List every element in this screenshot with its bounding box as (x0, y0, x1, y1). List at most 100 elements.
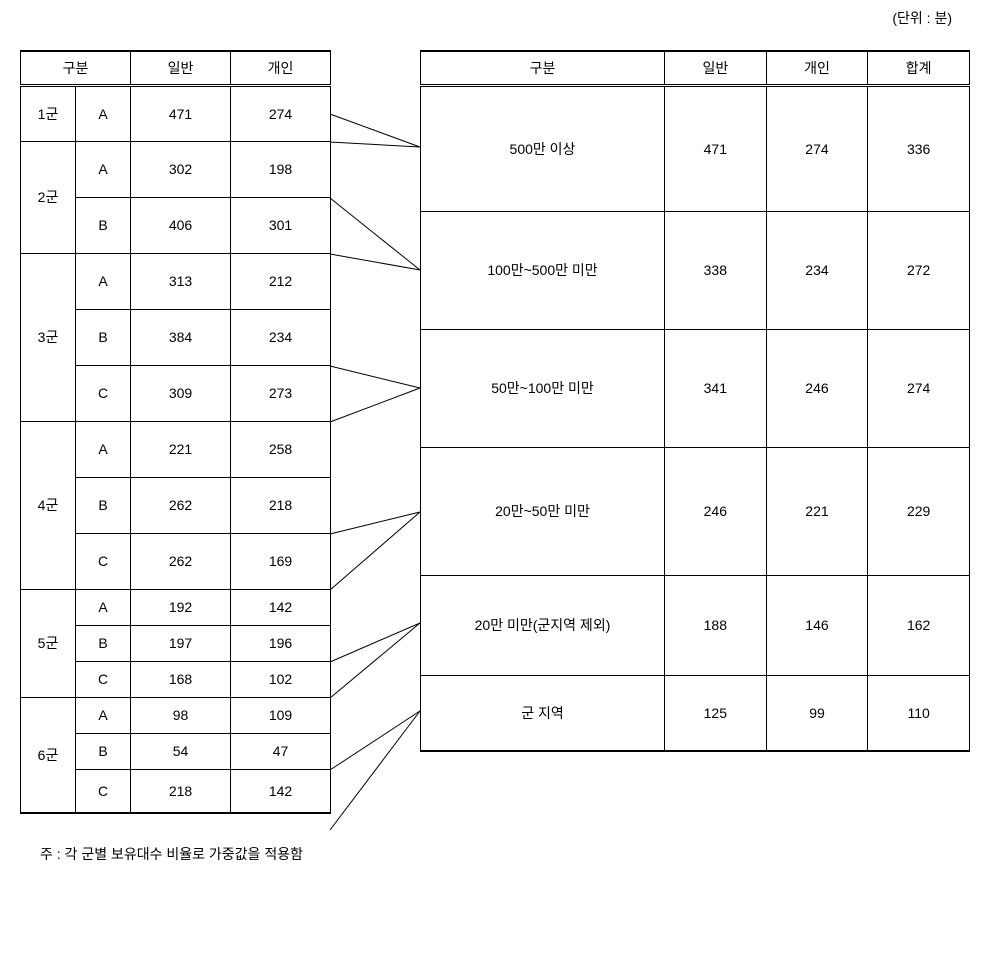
right-cell-sum: 274 (868, 329, 970, 447)
connector-line (330, 711, 420, 830)
left-cell-gen: 54 (131, 733, 231, 769)
table-row: 1군A471274 (21, 85, 331, 141)
left-cell-sub: A (76, 141, 131, 197)
table-row: 20만~50만 미만246221229 (421, 447, 970, 575)
connector-line (330, 388, 420, 422)
left-cell-gen: 221 (131, 421, 231, 477)
right-cell-gen: 341 (665, 329, 767, 447)
left-cell-group: 2군 (21, 141, 76, 253)
right-table: 구분 일반 개인 합계 500만 이상471274336100만~500만 미만… (420, 50, 970, 752)
left-cell-gen: 262 (131, 533, 231, 589)
left-cell-sub: A (76, 589, 131, 625)
connector-line (330, 623, 420, 698)
left-cell-ind: 102 (231, 661, 331, 697)
left-cell-sub: B (76, 309, 131, 365)
left-cell-sub: A (76, 421, 131, 477)
right-table-body: 500만 이상471274336100만~500만 미만33823427250만… (421, 85, 970, 751)
left-cell-group: 5군 (21, 589, 76, 697)
right-cell-gen: 338 (665, 211, 767, 329)
right-header-row: 구분 일반 개인 합계 (421, 51, 970, 85)
left-table: 구분 일반 개인 1군A4712742군A302198B4063013군A313… (20, 50, 331, 814)
table-row: 군 지역12599110 (421, 675, 970, 751)
right-cell-sum: 110 (868, 675, 970, 751)
left-header-gen: 일반 (131, 51, 231, 85)
left-cell-gen: 192 (131, 589, 231, 625)
connector-line (330, 711, 420, 770)
right-cell-ind: 234 (766, 211, 868, 329)
left-cell-gen: 384 (131, 309, 231, 365)
left-cell-ind: 47 (231, 733, 331, 769)
left-cell-gen: 471 (131, 85, 231, 141)
table-row: 3군A313212 (21, 253, 331, 309)
left-cell-sub: B (76, 733, 131, 769)
right-header-ind: 개인 (766, 51, 868, 85)
left-cell-gen: 309 (131, 365, 231, 421)
left-cell-ind: 142 (231, 769, 331, 813)
left-cell-sub: B (76, 625, 131, 661)
right-cell-ind: 146 (766, 575, 868, 675)
left-header-ind: 개인 (231, 51, 331, 85)
connector-line (330, 198, 420, 270)
left-cell-ind: 142 (231, 589, 331, 625)
connector-line (330, 512, 420, 590)
left-cell-sub: C (76, 769, 131, 813)
left-table-wrap: 구분 일반 개인 1군A4712742군A302198B4063013군A313… (20, 50, 330, 814)
right-header-sum: 합계 (868, 51, 970, 85)
left-cell-ind: 274 (231, 85, 331, 141)
connector-line (330, 114, 420, 147)
left-header-gubun: 구분 (21, 51, 131, 85)
right-cell-label: 100만~500만 미만 (421, 211, 665, 329)
left-cell-ind: 212 (231, 253, 331, 309)
table-row: 20만 미만(군지역 제외)188146162 (421, 575, 970, 675)
left-cell-ind: 198 (231, 141, 331, 197)
left-header-row: 구분 일반 개인 (21, 51, 331, 85)
left-cell-gen: 98 (131, 697, 231, 733)
table-row: 2군A302198 (21, 141, 331, 197)
right-cell-ind: 274 (766, 85, 868, 211)
left-cell-sub: C (76, 661, 131, 697)
right-cell-gen: 471 (665, 85, 767, 211)
right-cell-sum: 229 (868, 447, 970, 575)
right-cell-sum: 272 (868, 211, 970, 329)
left-cell-sub: A (76, 697, 131, 733)
left-cell-gen: 197 (131, 625, 231, 661)
left-cell-ind: 169 (231, 533, 331, 589)
left-cell-sub: B (76, 477, 131, 533)
connector-line (330, 254, 420, 270)
left-cell-group: 6군 (21, 697, 76, 813)
left-cell-ind: 109 (231, 697, 331, 733)
left-cell-sub: A (76, 253, 131, 309)
left-cell-ind: 258 (231, 421, 331, 477)
unit-label: (단위 : 분) (892, 8, 952, 28)
table-row: 4군A221258 (21, 421, 331, 477)
left-cell-ind: 218 (231, 477, 331, 533)
connector-line (330, 142, 420, 147)
left-cell-ind: 301 (231, 197, 331, 253)
right-table-wrap: 구분 일반 개인 합계 500만 이상471274336100만~500만 미만… (420, 50, 970, 814)
left-cell-group: 3군 (21, 253, 76, 421)
connector-line (330, 512, 420, 534)
left-cell-ind: 273 (231, 365, 331, 421)
right-cell-label: 20만~50만 미만 (421, 447, 665, 575)
tables-container: 구분 일반 개인 1군A4712742군A302198B4063013군A313… (20, 50, 972, 814)
connector-line (330, 623, 420, 662)
table-row: 500만 이상471274336 (421, 85, 970, 211)
footnote: 주 : 각 군별 보유대수 비율로 가중값을 적용함 (40, 844, 972, 864)
left-cell-sub: A (76, 85, 131, 141)
left-cell-ind: 234 (231, 309, 331, 365)
left-table-body: 1군A4712742군A302198B4063013군A313212B38423… (21, 85, 331, 813)
left-cell-gen: 218 (131, 769, 231, 813)
right-header-gubun: 구분 (421, 51, 665, 85)
right-cell-ind: 246 (766, 329, 868, 447)
table-row: 100만~500만 미만338234272 (421, 211, 970, 329)
left-cell-group: 1군 (21, 85, 76, 141)
right-cell-gen: 125 (665, 675, 767, 751)
left-cell-sub: C (76, 533, 131, 589)
right-cell-label: 20만 미만(군지역 제외) (421, 575, 665, 675)
right-cell-sum: 336 (868, 85, 970, 211)
right-cell-label: 50만~100만 미만 (421, 329, 665, 447)
right-cell-ind: 99 (766, 675, 868, 751)
left-cell-ind: 196 (231, 625, 331, 661)
right-cell-label: 군 지역 (421, 675, 665, 751)
left-cell-gen: 313 (131, 253, 231, 309)
